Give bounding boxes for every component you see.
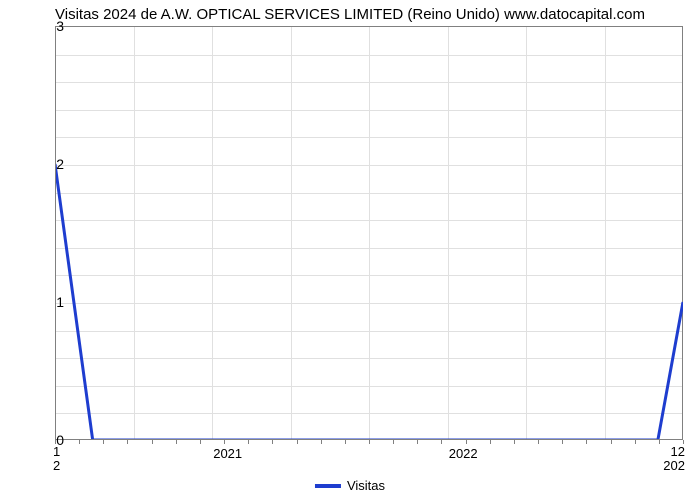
x-minor-tick bbox=[659, 440, 660, 444]
x-minor-tick bbox=[248, 440, 249, 444]
x-minor-tick bbox=[55, 440, 56, 444]
x-minor-tick bbox=[683, 440, 684, 444]
x-edge-label-right: 202 bbox=[663, 458, 685, 473]
y-tick-label: 3 bbox=[56, 18, 64, 34]
x-minor-tick bbox=[562, 440, 563, 444]
x-edge-label-left: 1 bbox=[53, 444, 60, 459]
x-minor-tick bbox=[538, 440, 539, 444]
x-minor-tick bbox=[152, 440, 153, 444]
x-tick-label: 2022 bbox=[449, 446, 478, 461]
x-minor-tick bbox=[393, 440, 394, 444]
x-minor-tick bbox=[586, 440, 587, 444]
x-edge-label-right: 12 bbox=[671, 444, 685, 459]
chart-plot-area bbox=[55, 26, 683, 440]
x-minor-tick bbox=[417, 440, 418, 444]
x-minor-tick bbox=[466, 440, 467, 444]
x-minor-tick bbox=[176, 440, 177, 444]
x-minor-tick bbox=[490, 440, 491, 444]
x-edge-label-left: 2 bbox=[53, 458, 60, 473]
x-minor-tick bbox=[611, 440, 612, 444]
x-minor-tick bbox=[272, 440, 273, 444]
x-minor-tick bbox=[321, 440, 322, 444]
x-minor-tick bbox=[345, 440, 346, 444]
x-minor-tick bbox=[514, 440, 515, 444]
line-series bbox=[55, 26, 683, 440]
x-minor-tick bbox=[103, 440, 104, 444]
x-minor-tick bbox=[200, 440, 201, 444]
x-minor-tick bbox=[297, 440, 298, 444]
x-minor-tick bbox=[127, 440, 128, 444]
y-tick-label: 2 bbox=[56, 156, 64, 172]
legend: Visitas bbox=[315, 478, 385, 493]
x-minor-tick bbox=[441, 440, 442, 444]
x-minor-tick bbox=[369, 440, 370, 444]
x-minor-tick bbox=[635, 440, 636, 444]
x-minor-tick bbox=[224, 440, 225, 444]
x-minor-tick bbox=[79, 440, 80, 444]
legend-label: Visitas bbox=[347, 478, 385, 493]
y-tick-label: 1 bbox=[56, 294, 64, 310]
chart-title: Visitas 2024 de A.W. OPTICAL SERVICES LI… bbox=[0, 0, 700, 27]
y-axis-line bbox=[55, 26, 56, 440]
x-tick-label: 2021 bbox=[213, 446, 242, 461]
legend-swatch bbox=[315, 484, 341, 488]
